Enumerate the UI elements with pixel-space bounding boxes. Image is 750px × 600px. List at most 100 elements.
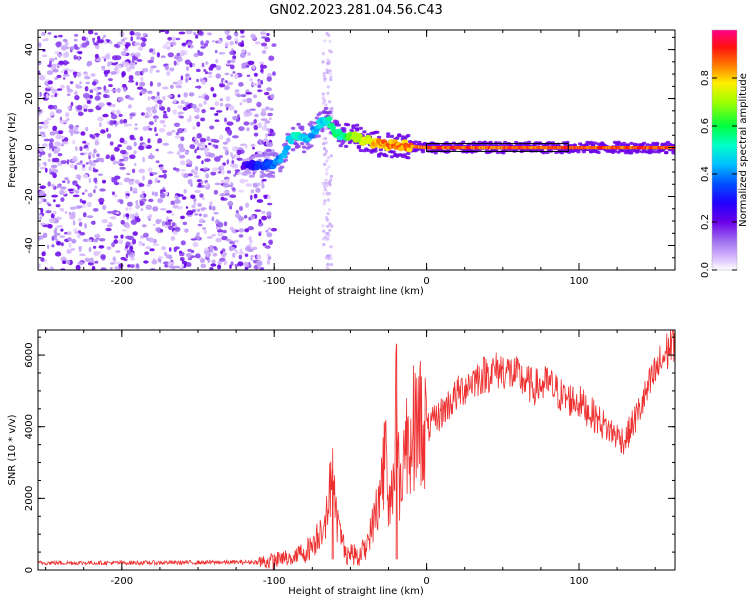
noise-cell [200,40,204,46]
noise-cell [267,133,273,137]
noise-cell [188,115,192,121]
noise-cell [240,35,246,38]
noise-cell [98,238,106,242]
noise-cell [51,148,55,152]
noise-cell [71,211,76,217]
noise-cell [236,157,243,161]
noise-cell [324,178,328,182]
noise-cell [246,97,253,104]
noise-cell [266,253,270,257]
x-tick-label: -200 [110,576,133,587]
noise-cell [112,256,117,262]
noise-cell [177,94,181,98]
noise-cell [79,146,83,152]
noise-cell [155,218,161,225]
noise-cell [162,115,169,119]
noise-cell [150,96,156,100]
noise-cell [76,104,83,111]
noise-cell [48,153,52,158]
ridge-halo-cell [526,140,532,144]
y-tick-label: 0 [24,567,35,573]
noise-cell [66,88,74,93]
noise-cell [97,39,104,44]
noise-cell [324,141,328,145]
ridge-cell [329,124,336,130]
noise-cell [256,260,263,266]
ridge-halo-cell [345,123,351,127]
noise-cell [257,222,264,227]
ridge-cell [406,147,413,153]
noise-cell [114,261,121,265]
noise-cell [83,151,88,155]
noise-cell [184,59,191,65]
noise-cell [252,184,259,188]
noise-cell [125,213,130,218]
noise-cell [325,61,330,65]
noise-cell [39,131,46,136]
noise-cell [94,185,98,189]
ridge-halo-cell [433,151,438,155]
ridge-halo-cell [247,171,252,175]
noise-cell [258,219,262,224]
noise-cell [260,68,264,73]
noise-cell [193,108,199,113]
noise-cell [87,108,94,113]
noise-cell [67,188,74,192]
noise-cell [161,246,166,251]
noise-cell [147,154,155,160]
noise-cell [232,146,237,152]
noise-cell [253,132,259,137]
noise-cell [174,199,181,204]
noise-cell [47,244,50,249]
y-tick-label: 2000 [24,486,35,511]
ridge-halo-cell [316,134,321,138]
noise-cell [179,266,183,270]
noise-cell [125,207,129,211]
noise-cell [123,61,130,68]
noise-cell [211,40,216,43]
noise-cell [322,74,326,78]
noise-cell [200,77,203,82]
noise-cell [101,219,108,224]
noise-cell [253,119,257,124]
noise-cell [234,263,239,268]
noise-cell [50,111,55,117]
noise-cell [66,118,70,121]
noise-cell [205,173,210,179]
noise-cell [173,56,180,60]
noise-cell [54,77,58,80]
noise-cell [56,88,63,91]
noise-cell [267,195,271,200]
noise-cell [156,52,160,58]
noise-cell [145,246,151,250]
noise-cell [100,157,105,163]
noise-cell [59,235,66,239]
noise-cell [212,246,217,249]
ridge-cell [352,137,360,143]
noise-cell [88,246,92,253]
noise-cell [327,33,331,37]
noise-cell [210,86,215,92]
noise-cell [141,224,147,228]
noise-cell [67,179,70,184]
noise-cell [74,95,80,101]
ridge-halo-cell [270,171,276,175]
noise-cell [55,134,62,140]
noise-cell [200,46,206,49]
noise-cell [265,245,271,249]
noise-cell [172,204,179,209]
spectrogram-y-axis-label: Frequency (Hz) [7,112,18,188]
noise-cell [253,94,257,99]
noise-cell [43,198,47,203]
noise-cell [198,182,202,187]
noise-cell [135,200,139,205]
noise-cell [199,137,207,143]
noise-cell [225,96,231,102]
noise-cell [264,120,271,124]
noise-cell [142,33,147,37]
noise-cell [145,111,149,115]
noise-cell [324,216,329,220]
ridge-halo-cell [318,111,323,115]
noise-cell [67,231,72,236]
ridge-halo-cell [250,155,256,160]
